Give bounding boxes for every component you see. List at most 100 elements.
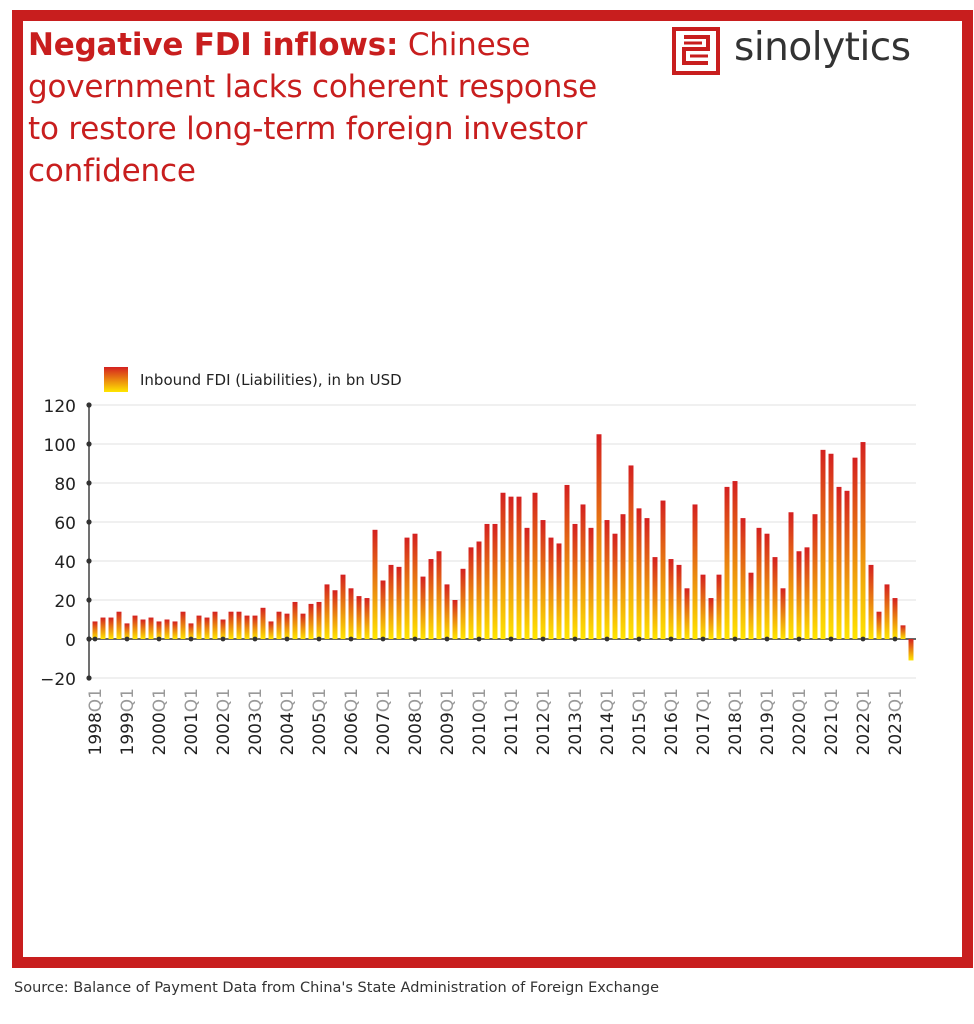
bar-2014Q2 <box>612 533 618 639</box>
bar-1999Q1 <box>124 623 130 639</box>
bar-2003Q2 <box>260 607 266 639</box>
fdi-bar-chart: 120 100 80 60 40 20 0 −20 1998Q1 1999Q1 2000Q1 2001… <box>40 367 916 755</box>
x-tick-dot <box>412 636 418 642</box>
x-tick-label: 2002Q1 <box>214 688 234 755</box>
bar-2003Q3 <box>268 621 274 639</box>
bar-2009Q3 <box>460 568 466 639</box>
bar-2004Q2 <box>292 601 298 639</box>
x-tick-label: 2014Q1 <box>598 688 618 755</box>
bar-2000Q4 <box>180 611 186 639</box>
bar-2013Q2 <box>580 504 586 639</box>
x-tick-label: 2020Q1 <box>790 688 810 755</box>
legend-swatch <box>104 367 128 392</box>
x-tick-dot <box>220 636 226 642</box>
title-rest: Chinese government lacks coherent respon… <box>28 27 597 189</box>
x-tick-dot <box>444 636 450 642</box>
bar-2004Q4 <box>308 603 314 639</box>
bar-2008Q2 <box>420 576 426 639</box>
bar-2021Q2 <box>836 486 842 639</box>
bar-2021Q4 <box>852 457 858 639</box>
bar-2004Q1 <box>284 613 290 639</box>
bar-2016Q1 <box>668 559 674 639</box>
sinolytics-logo-icon <box>672 27 720 75</box>
bar-2003Q4 <box>276 611 282 639</box>
bar-2005Q3 <box>332 590 338 639</box>
bar-1998Q4 <box>116 611 122 639</box>
x-tick-dot <box>604 636 610 642</box>
x-tick-dot <box>124 636 130 642</box>
x-tick-dot <box>700 636 706 642</box>
bar-2016Q3 <box>684 588 690 639</box>
bar-2014Q1 <box>604 520 610 639</box>
bar-2011Q4 <box>532 492 538 639</box>
x-tick-label: 2005Q1 <box>310 688 330 755</box>
bar-2021Q1 <box>828 453 834 639</box>
x-tick-dot <box>732 636 738 642</box>
x-tick-label: 2016Q1 <box>662 688 682 755</box>
bar-2005Q4 <box>340 574 346 639</box>
x-tick-dot <box>668 636 674 642</box>
bar-2002Q4 <box>244 615 250 639</box>
x-tick-label: 2012Q1 <box>534 688 554 755</box>
bar-2000Q1 <box>156 621 162 639</box>
x-tick-dot <box>380 636 386 642</box>
bar-2012Q1 <box>540 520 546 639</box>
bar-2000Q3 <box>172 621 178 639</box>
y-tick-label: 80 <box>54 475 76 495</box>
x-tick-label: 2004Q1 <box>278 688 298 755</box>
y-tick-label: 20 <box>54 592 76 612</box>
x-tick-label: 1999Q1 <box>118 688 138 755</box>
bar-2010Q2 <box>484 523 490 639</box>
x-tick-label: 2021Q1 <box>822 688 842 755</box>
bar-2012Q4 <box>564 484 570 639</box>
bar-2017Q4 <box>724 486 730 639</box>
x-tick-dot <box>284 636 290 642</box>
x-tick-dot <box>348 636 354 642</box>
bar-2010Q4 <box>500 492 506 639</box>
bar-2013Q4 <box>596 434 602 639</box>
bar-2015Q1 <box>636 508 642 639</box>
x-tick-dot <box>92 636 98 642</box>
bar-2023Q2 <box>900 625 906 639</box>
bar-2011Q3 <box>524 527 530 639</box>
bar-2004Q3 <box>300 613 306 639</box>
x-tick-dot <box>860 636 866 642</box>
bar-2006Q3 <box>364 598 370 639</box>
y-tick-label: 100 <box>44 436 76 456</box>
bar-2019Q4 <box>788 512 794 639</box>
title-bold: Negative FDI inflows: <box>28 27 399 63</box>
bar-1999Q3 <box>140 619 146 639</box>
bar-2010Q3 <box>492 523 498 639</box>
x-tick-label: 2001Q1 <box>182 688 202 755</box>
x-tick-dot <box>252 636 258 642</box>
x-tick-dot <box>892 636 898 642</box>
bar-2008Q1 <box>412 533 418 639</box>
bar-1999Q2 <box>132 615 138 639</box>
x-tick-label: 2015Q1 <box>630 688 650 755</box>
x-tick-label: 1998Q1 <box>86 688 106 755</box>
bar-2014Q3 <box>620 514 626 639</box>
bar-2012Q3 <box>556 543 562 639</box>
bar-2001Q1 <box>188 623 194 639</box>
bar-2019Q2 <box>772 557 778 639</box>
bar-2020Q1 <box>796 551 802 639</box>
x-tick-label: 2009Q1 <box>438 688 458 755</box>
x-tick-label: 2018Q1 <box>726 688 746 755</box>
x-tick-label: 2003Q1 <box>246 688 266 755</box>
y-tick-label: 120 <box>44 397 76 417</box>
bar-2007Q4 <box>404 537 410 639</box>
bar-2022Q2 <box>868 564 874 639</box>
legend-label: Inbound FDI (Liabilities), in bn USD <box>140 371 402 389</box>
bar-2009Q2 <box>452 600 458 639</box>
bar-2017Q1 <box>700 574 706 639</box>
bar-2015Q2 <box>644 518 650 639</box>
x-tick-dot <box>828 636 834 642</box>
bar-2017Q3 <box>716 574 722 639</box>
y-tick-label: −20 <box>40 670 76 690</box>
bar-2013Q3 <box>588 527 594 639</box>
bar-2008Q4 <box>436 551 442 639</box>
bar-2021Q3 <box>844 490 850 639</box>
bar-2010Q1 <box>476 541 482 639</box>
x-tick-label: 2007Q1 <box>374 688 394 755</box>
bar-2015Q4 <box>660 500 666 639</box>
